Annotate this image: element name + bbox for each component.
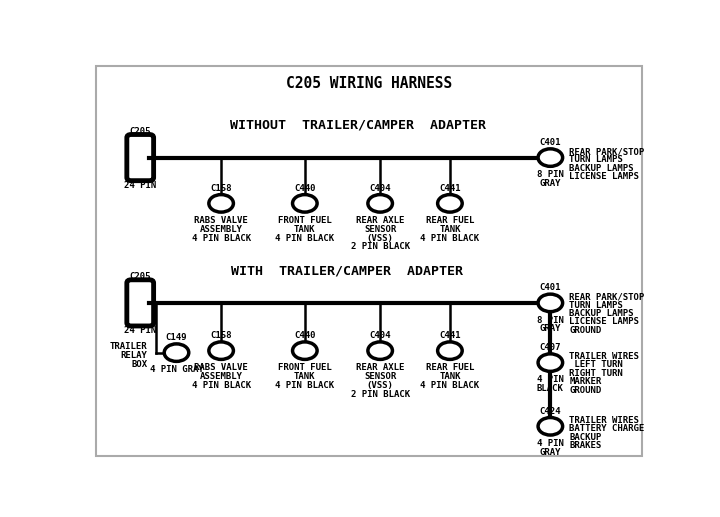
Text: SENSOR: SENSOR — [364, 372, 396, 381]
Text: LEFT TURN: LEFT TURN — [570, 360, 623, 370]
Text: C441: C441 — [439, 184, 461, 193]
Text: 4 PIN BLACK: 4 PIN BLACK — [192, 381, 251, 390]
Text: 24 PIN: 24 PIN — [124, 180, 156, 190]
Circle shape — [209, 194, 233, 212]
Text: LICENSE LAMPS: LICENSE LAMPS — [570, 172, 639, 181]
Text: 2 PIN BLACK: 2 PIN BLACK — [351, 242, 410, 251]
Text: 4 PIN BLACK: 4 PIN BLACK — [192, 234, 251, 242]
Text: C158: C158 — [210, 184, 232, 193]
Text: REAR AXLE: REAR AXLE — [356, 363, 405, 372]
Text: TANK: TANK — [294, 225, 315, 234]
Text: BLACK: BLACK — [537, 384, 564, 393]
Text: GROUND: GROUND — [570, 386, 602, 394]
Text: GRAY: GRAY — [539, 324, 561, 333]
Circle shape — [538, 149, 562, 166]
Text: C158: C158 — [210, 331, 232, 340]
Text: C404: C404 — [369, 184, 391, 193]
Text: ASSEMBLY: ASSEMBLY — [199, 225, 243, 234]
Text: C149: C149 — [166, 333, 187, 342]
Text: 2 PIN BLACK: 2 PIN BLACK — [351, 390, 410, 399]
Text: GRAY: GRAY — [539, 179, 561, 188]
Text: LICENSE LAMPS: LICENSE LAMPS — [570, 317, 639, 327]
Text: 4 PIN BLACK: 4 PIN BLACK — [275, 381, 334, 390]
Text: REAR FUEL: REAR FUEL — [426, 216, 474, 225]
Text: BATTERY CHARGE: BATTERY CHARGE — [570, 424, 644, 433]
Text: TANK: TANK — [439, 225, 461, 234]
Text: 4 PIN BLACK: 4 PIN BLACK — [420, 234, 480, 242]
Text: FRONT FUEL: FRONT FUEL — [278, 363, 332, 372]
Text: C401: C401 — [539, 138, 561, 147]
Text: TURN LAMPS: TURN LAMPS — [570, 156, 623, 164]
Text: REAR AXLE: REAR AXLE — [356, 216, 405, 225]
Text: (VSS): (VSS) — [366, 234, 394, 242]
Circle shape — [538, 418, 562, 435]
Text: TRAILER WIRES: TRAILER WIRES — [570, 352, 639, 361]
Circle shape — [292, 194, 317, 212]
Text: BACKUP: BACKUP — [570, 433, 602, 442]
Text: BRAKES: BRAKES — [570, 441, 602, 450]
Text: TURN LAMPS: TURN LAMPS — [570, 301, 623, 310]
Text: C404: C404 — [369, 331, 391, 340]
Text: GRAY: GRAY — [539, 448, 561, 457]
Text: WITHOUT  TRAILER/CAMPER  ADAPTER: WITHOUT TRAILER/CAMPER ADAPTER — [230, 119, 486, 132]
Text: C440: C440 — [294, 331, 315, 340]
Text: TRAILER: TRAILER — [110, 342, 148, 351]
Text: FRONT FUEL: FRONT FUEL — [278, 216, 332, 225]
Text: C441: C441 — [439, 331, 461, 340]
Text: C407: C407 — [539, 343, 561, 352]
Circle shape — [292, 342, 317, 359]
Text: BOX: BOX — [131, 360, 148, 369]
Text: TRAILER WIRES: TRAILER WIRES — [570, 416, 639, 425]
Text: 4 PIN: 4 PIN — [537, 439, 564, 448]
Circle shape — [164, 344, 189, 361]
Text: REAR PARK/STOP: REAR PARK/STOP — [570, 147, 644, 156]
Text: SENSOR: SENSOR — [364, 225, 396, 234]
Text: RABS VALVE: RABS VALVE — [194, 216, 248, 225]
Text: BACKUP LAMPS: BACKUP LAMPS — [570, 309, 634, 318]
Text: C205: C205 — [130, 127, 151, 135]
Circle shape — [438, 342, 462, 359]
Text: 4 PIN BLACK: 4 PIN BLACK — [275, 234, 334, 242]
Text: ASSEMBLY: ASSEMBLY — [199, 372, 243, 381]
Text: RIGHT TURN: RIGHT TURN — [570, 369, 623, 378]
Text: WITH  TRAILER/CAMPER  ADAPTER: WITH TRAILER/CAMPER ADAPTER — [230, 264, 463, 277]
Text: RELAY: RELAY — [120, 351, 148, 360]
FancyBboxPatch shape — [127, 280, 153, 326]
Text: C440: C440 — [294, 184, 315, 193]
Text: 8 PIN: 8 PIN — [537, 170, 564, 179]
Circle shape — [538, 354, 562, 371]
Text: C401: C401 — [539, 283, 561, 292]
FancyBboxPatch shape — [127, 134, 153, 180]
Circle shape — [538, 294, 562, 312]
Text: C205 WIRING HARNESS: C205 WIRING HARNESS — [286, 76, 452, 91]
Circle shape — [438, 194, 462, 212]
Text: 24 PIN: 24 PIN — [124, 326, 156, 335]
Text: (VSS): (VSS) — [366, 381, 394, 390]
Text: 8 PIN: 8 PIN — [537, 315, 564, 325]
Text: 4 PIN: 4 PIN — [537, 375, 564, 384]
Text: MARKER: MARKER — [570, 377, 602, 386]
Text: C424: C424 — [539, 406, 561, 416]
Text: GROUND: GROUND — [570, 326, 602, 335]
Text: C205: C205 — [130, 272, 151, 281]
Circle shape — [368, 194, 392, 212]
Text: BACKUP LAMPS: BACKUP LAMPS — [570, 164, 634, 173]
Circle shape — [209, 342, 233, 359]
Text: RABS VALVE: RABS VALVE — [194, 363, 248, 372]
Circle shape — [368, 342, 392, 359]
Text: 4 PIN GRAY: 4 PIN GRAY — [150, 366, 203, 374]
Text: REAR PARK/STOP: REAR PARK/STOP — [570, 293, 644, 301]
Text: REAR FUEL: REAR FUEL — [426, 363, 474, 372]
Text: 4 PIN BLACK: 4 PIN BLACK — [420, 381, 480, 390]
Text: TANK: TANK — [294, 372, 315, 381]
Text: TANK: TANK — [439, 372, 461, 381]
